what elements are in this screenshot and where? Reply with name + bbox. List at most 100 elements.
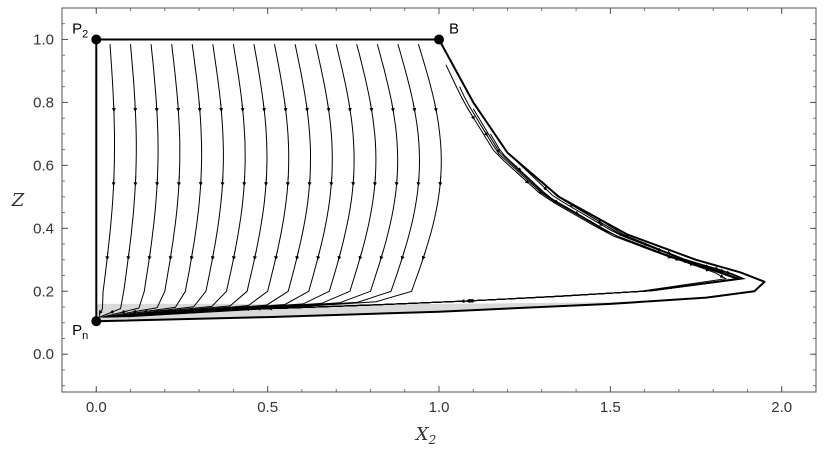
streamline-arrow-5-0 [219,101,224,113]
boundary-streamline-arrow-3-1 [564,205,580,215]
streamline-arrow-4-3 [143,309,156,314]
boundary-streamline-9 [199,259,728,312]
streamline-arrow-3-2 [168,250,173,261]
x-tick-label: 1.0 [429,399,450,416]
streamline-arrow-15-1 [438,175,443,187]
streamline-arrow-10-0 [326,101,331,113]
boundary-streamline-arrow-0-0 [466,107,475,120]
streamline-12 [121,44,377,318]
streamline-arrow-7-2 [253,250,257,261]
boundary-streamline-arrow-8-2 [723,272,730,276]
streamline-5 [107,44,224,318]
boundary-streamline-arrow-0-1 [515,171,530,184]
streamline-arrow-12-0 [369,101,374,113]
y-tick-label: 0.4 [33,220,54,237]
streamline-arrow-12-1 [373,175,378,187]
streamline-arrow-5-2 [210,250,215,261]
streamline-arrow-6-1 [242,175,247,187]
streamline-arrow-9-1 [307,175,312,187]
streamline-11 [119,44,355,318]
streamline-arrow-8-2 [274,250,279,261]
streamline-arrow-11-1 [351,175,356,187]
boundary-streamline-arrow-4-1 [591,218,604,226]
boundary-streamline-arrow-7-0 [621,233,630,238]
streamline-3 [103,44,181,318]
streamline-arrow-7-3 [177,308,197,313]
boundary-streamline-2 [199,108,739,312]
x-tick-label: 1.5 [600,399,621,416]
boundary-streamline-arrow-7-1 [662,250,672,255]
point-label-pn: Pn [72,322,88,342]
streamline-arrow-13-1 [394,175,399,187]
streamline-7 [111,44,268,318]
streamline-arrow-15-2 [421,249,427,261]
plot-frame [61,7,817,393]
streamline-arrow-9-2 [295,250,300,261]
streamline-arrow-7-1 [264,175,269,187]
point-b [434,34,444,45]
y-tick-label: 0.8 [33,94,54,111]
streamline-arrow-8-0 [283,101,288,113]
boundary-streamline-0 [199,64,737,312]
streamline-arrow-7-0 [261,101,266,113]
streamline-arrow-4-2 [189,250,194,261]
boundary-streamline-arrow-2-0 [493,142,500,153]
streamline-arrow-2-3 [120,309,129,314]
streamline-1 [99,44,137,318]
streamline-arrow-1-3 [109,309,115,314]
streamline-arrow-3-3 [132,309,142,314]
streamline-2 [100,44,159,318]
boundary-streamline-arrow-3-0 [512,162,522,172]
streamline-arrow-14-2 [400,249,405,261]
streamline-arrow-14-0 [412,101,417,113]
streamline-arrow-13-0 [390,101,395,113]
streamline-arrow-13-2 [379,249,384,261]
x-tick-label: 0.0 [86,399,107,416]
streamline-8 [113,44,290,318]
y-tick-label: 0.6 [33,157,54,174]
streamline-10 [117,44,333,318]
y-tick-label: 1.0 [33,31,54,48]
x-axis-label: X2 [414,424,436,447]
streamline-arrow-3-0 [176,101,181,113]
streamline-14 [125,44,421,318]
boundary-streamline-6 [199,202,744,312]
x-tick-label: 2.0 [771,399,792,416]
fixed-points: P2 B Pn [72,20,459,342]
axis-ticks: 0.0 0.5 1.0 1.5 2.0 0.0 0.2 0.4 0.6 0.8 1.0 [33,8,817,416]
streamline-arrow-6-0 [240,101,245,113]
boundary-curve [95,38,766,323]
streamlines [98,44,747,318]
streamline-arrow-10-1 [329,175,334,187]
streamline-4 [105,44,203,318]
boundary-streamline-arrow-9-3 [460,296,551,304]
y-tick-label: 0.2 [33,283,54,300]
boundary-streamline-arrow-0-2 [641,246,672,259]
streamline-arrow-14-1 [416,175,421,187]
boundary-streamline-arrow-9-1 [705,267,710,272]
point-p2 [91,34,102,45]
streamline-arrow-4-0 [197,101,202,113]
y-tick-label: 0.0 [33,346,54,363]
point-pn [91,316,102,327]
phase-boundary [95,38,766,323]
streamline-arrow-11-2 [337,249,342,261]
streamline-arrow-10-2 [316,250,321,261]
boundary-streamline-1 [199,86,738,312]
point-label-b: B [449,20,459,37]
y-axis-label: Z [11,190,25,211]
x-tick-label: 0.5 [257,399,278,416]
streamline-arrow-15-0 [433,101,438,113]
streamline-13 [123,44,399,318]
streamline-6 [109,44,246,318]
streamline-arrow-2-0 [154,101,159,113]
shaded-band-area [96,281,765,322]
streamline-9 [115,44,311,318]
streamline-arrow-0-3 [98,309,103,315]
streamline-arrow-2-2 [147,250,152,261]
boundary-streamline-arrow-1-0 [480,124,488,137]
point-label-p2: P2 [72,20,88,40]
streamline-arrow-8-1 [285,175,290,187]
streamline-arrow-0-2 [105,250,110,261]
